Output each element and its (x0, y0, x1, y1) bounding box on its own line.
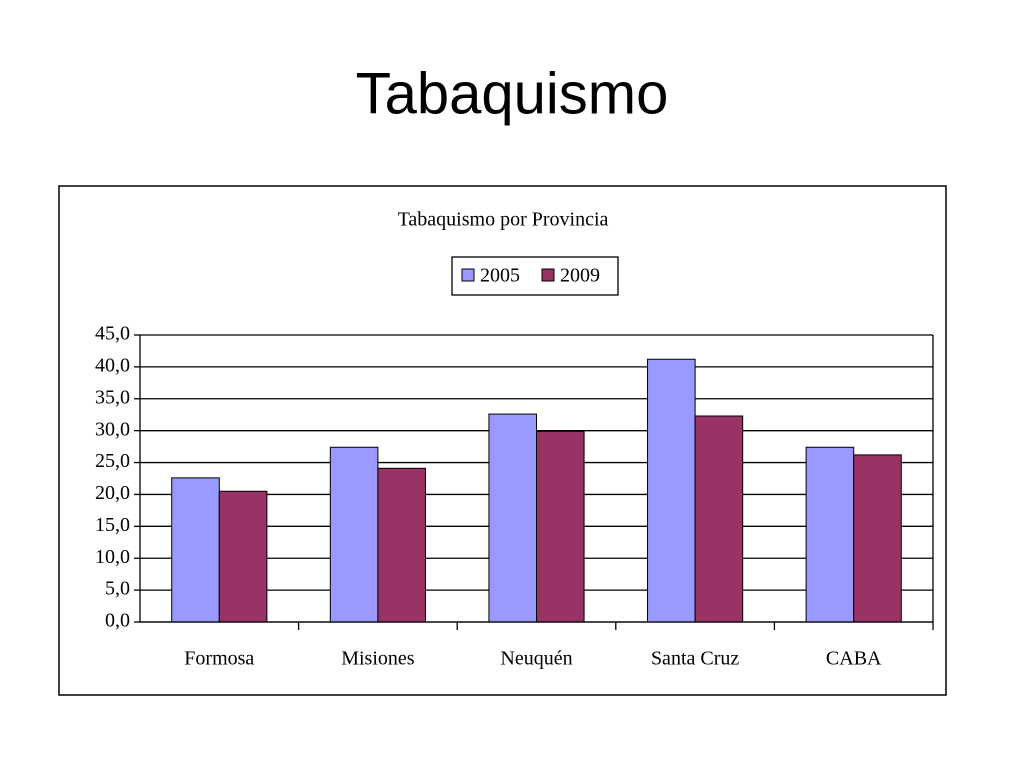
bar (218, 490, 268, 623)
bar (694, 415, 744, 623)
legend-label: 2009 (560, 265, 600, 287)
bar (377, 467, 426, 623)
x-tick-label: Misiones (341, 648, 415, 670)
x-tick-label: Formosa (184, 648, 254, 670)
y-tick-label: 20,0 (95, 482, 130, 504)
x-tick-label: Neuquén (500, 648, 572, 670)
legend-swatch (461, 268, 475, 282)
y-tick-label: 35,0 (95, 386, 130, 408)
legend-label: 2005 (480, 265, 520, 287)
chart-title: Tabaquismo por Provincia (398, 209, 609, 231)
bar (647, 358, 696, 623)
legend-swatch (541, 268, 555, 282)
y-tick-label: 25,0 (95, 450, 130, 472)
y-tick-label: 0,0 (105, 610, 130, 632)
y-tick-label: 10,0 (95, 546, 130, 568)
legend (451, 256, 619, 296)
x-tick-label: CABA (826, 648, 882, 670)
y-tick-label: 45,0 (95, 323, 130, 345)
bar (853, 454, 902, 623)
y-tick-label: 40,0 (95, 354, 130, 376)
x-tick-label: Santa Cruz (651, 648, 739, 670)
y-tick-label: 5,0 (105, 578, 130, 600)
bar (805, 446, 855, 623)
slide-title: Tabaquismo (356, 61, 669, 126)
bar (171, 477, 220, 623)
bar (536, 430, 585, 623)
y-tick-label: 15,0 (95, 514, 130, 536)
y-tick-label: 30,0 (95, 418, 130, 440)
bar (329, 446, 379, 623)
bar (488, 413, 538, 623)
